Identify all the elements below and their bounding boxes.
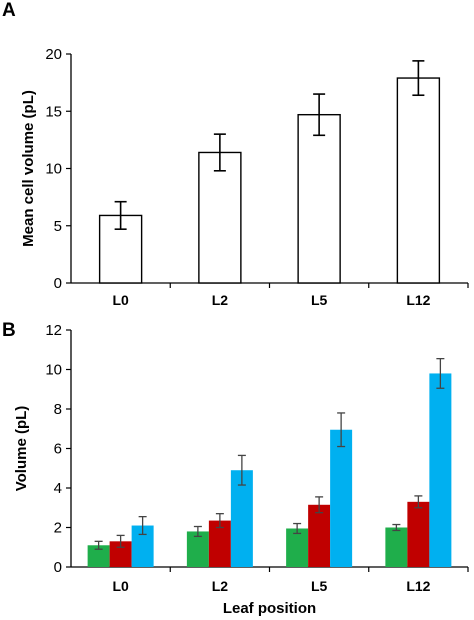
y-tick-label: 2 xyxy=(54,520,62,537)
bar xyxy=(286,528,309,567)
bar xyxy=(429,373,452,567)
chart-panel-a: 0 5 10 15 20 L0 L2 L5 L12 Mean cell volume (pL) xyxy=(20,46,469,308)
bar xyxy=(87,545,110,567)
y-tick-label: 0 xyxy=(54,559,62,576)
bar xyxy=(330,429,353,567)
x-category-label: L12 xyxy=(406,578,430,594)
bar xyxy=(208,520,231,567)
bar xyxy=(385,527,408,567)
x-category-label: L2 xyxy=(212,578,229,594)
bar xyxy=(109,541,132,567)
y-axis-title: Mean cell volume (pL) xyxy=(20,90,37,247)
y-tick-label: 6 xyxy=(54,441,62,458)
chart-panel-b: 0 2 4 6 8 10 12 L0 L2 L5 L12 Volume (pL) Leaf positi… xyxy=(13,322,469,617)
bar xyxy=(230,470,253,567)
bar xyxy=(297,113,341,284)
y-tick-label: 4 xyxy=(54,480,62,497)
bar xyxy=(198,151,242,284)
bar xyxy=(396,77,441,284)
x-category-label: L0 xyxy=(112,292,129,308)
y-tick-label: 10 xyxy=(45,362,62,379)
x-category-label: L2 xyxy=(212,292,229,308)
y-tick-label: 15 xyxy=(45,103,62,120)
y-tick-label: 0 xyxy=(54,275,62,292)
x-axis-title: Leaf position xyxy=(223,600,316,617)
bar xyxy=(308,504,331,567)
y-tick-label: 10 xyxy=(45,161,62,178)
x-category-label: L12 xyxy=(406,292,430,308)
y-tick-label: 20 xyxy=(45,46,62,63)
y-tick-label: 5 xyxy=(54,218,62,235)
bar xyxy=(186,531,209,567)
y-tick-label: 12 xyxy=(45,322,62,339)
y-tick-label: 8 xyxy=(54,401,62,418)
x-category-label: L5 xyxy=(311,292,328,308)
x-category-label: L5 xyxy=(311,578,328,594)
bar xyxy=(407,501,430,567)
panel-b-label: B xyxy=(2,320,16,341)
x-category-label: L0 xyxy=(112,578,129,594)
bar xyxy=(131,525,154,567)
y-axis-title: Volume (pL) xyxy=(13,406,30,492)
panel-a-label: A xyxy=(2,0,16,21)
